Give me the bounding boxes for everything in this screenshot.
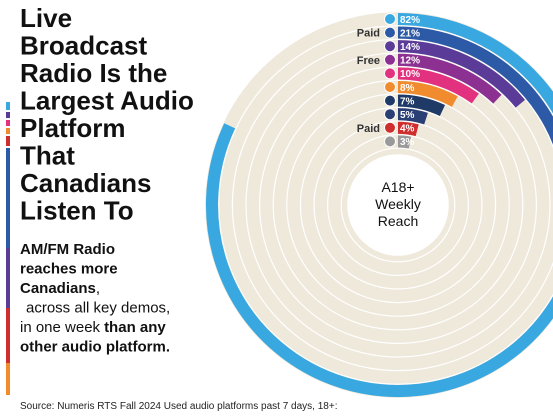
value-label: 8% bbox=[400, 83, 415, 94]
platform-icon bbox=[384, 135, 396, 148]
platform-icon bbox=[384, 67, 396, 80]
value-label: 21% bbox=[400, 28, 420, 39]
track-sep bbox=[231, 38, 553, 372]
body-line: Canadians, bbox=[20, 280, 100, 297]
value-label: 4% bbox=[400, 124, 415, 135]
value-label: 82% bbox=[400, 15, 420, 26]
platform-icon bbox=[384, 13, 396, 25]
annotation: Paid bbox=[357, 28, 380, 40]
platform-icon bbox=[384, 121, 396, 134]
value-label: 10% bbox=[400, 69, 420, 80]
body-text: in one week bbox=[20, 319, 101, 336]
track-sep bbox=[259, 66, 537, 344]
body-line: in one week than any bbox=[20, 319, 166, 336]
body-text: across all key demos, bbox=[26, 300, 170, 317]
body-line: across all key demos, bbox=[26, 300, 170, 317]
headline-line: Radio Is the bbox=[20, 58, 167, 88]
platform-icon bbox=[384, 81, 396, 93]
bar bbox=[397, 121, 419, 137]
headline-line: Largest Audio bbox=[20, 86, 194, 116]
platform-icon bbox=[384, 53, 396, 66]
value-label: 3% bbox=[400, 137, 415, 148]
body-text: than any bbox=[104, 319, 166, 336]
accent bbox=[6, 308, 10, 363]
platform-icon bbox=[384, 40, 396, 53]
body-text: , bbox=[96, 280, 100, 297]
track-sep bbox=[245, 52, 551, 358]
body-text: reaches more bbox=[20, 261, 118, 278]
body-line: reaches more bbox=[20, 261, 118, 278]
body-line: other audio platform. bbox=[20, 339, 170, 356]
headline-line: Broadcast bbox=[20, 31, 147, 61]
center-label: Weekly bbox=[375, 196, 421, 212]
track-sep bbox=[327, 134, 470, 277]
headline-line: Canadians bbox=[20, 168, 152, 198]
headline-line: Platform bbox=[20, 113, 125, 143]
body-text: other audio platform. bbox=[20, 339, 170, 356]
track-sep bbox=[340, 147, 456, 263]
headline-line: That bbox=[20, 141, 75, 171]
bar bbox=[397, 94, 446, 117]
center-label: A18+ bbox=[381, 179, 414, 195]
bar bbox=[205, 12, 553, 398]
source: Source: Numeris RTS Fall 2024 Used audio… bbox=[20, 401, 337, 412]
annotation: Paid bbox=[357, 123, 380, 135]
bar bbox=[397, 108, 428, 125]
accent bbox=[6, 102, 10, 110]
bar bbox=[397, 67, 479, 104]
body-text: AM/FM Radio bbox=[20, 241, 115, 258]
center-label: Reach bbox=[378, 213, 418, 229]
bar bbox=[397, 135, 412, 149]
bar bbox=[397, 26, 553, 145]
value-label: 7% bbox=[400, 96, 415, 107]
value-label: 12% bbox=[400, 56, 420, 67]
headline-line: Live bbox=[20, 3, 72, 33]
track-sep bbox=[299, 106, 497, 304]
accent bbox=[6, 148, 10, 248]
value-label: 5% bbox=[400, 110, 415, 121]
accent bbox=[6, 128, 10, 134]
bar bbox=[397, 40, 526, 108]
platform-icon bbox=[384, 26, 396, 39]
accent bbox=[6, 120, 10, 126]
bar bbox=[397, 53, 502, 104]
value-label: 14% bbox=[400, 42, 420, 53]
track-sep bbox=[286, 93, 510, 317]
accent bbox=[6, 248, 10, 308]
accent bbox=[6, 363, 10, 395]
accent bbox=[6, 112, 10, 118]
track-sep bbox=[313, 120, 483, 290]
track-sep bbox=[218, 25, 553, 385]
annotation: Free bbox=[357, 55, 380, 67]
track-sep bbox=[272, 79, 524, 331]
accent bbox=[6, 136, 10, 146]
headline-line: Listen To bbox=[20, 196, 134, 226]
bar bbox=[397, 80, 458, 107]
body-text: Canadians bbox=[20, 280, 96, 297]
platform-icon bbox=[384, 108, 396, 121]
platform-icon bbox=[384, 94, 396, 107]
body-line: AM/FM Radio bbox=[20, 241, 115, 258]
center bbox=[347, 154, 449, 256]
